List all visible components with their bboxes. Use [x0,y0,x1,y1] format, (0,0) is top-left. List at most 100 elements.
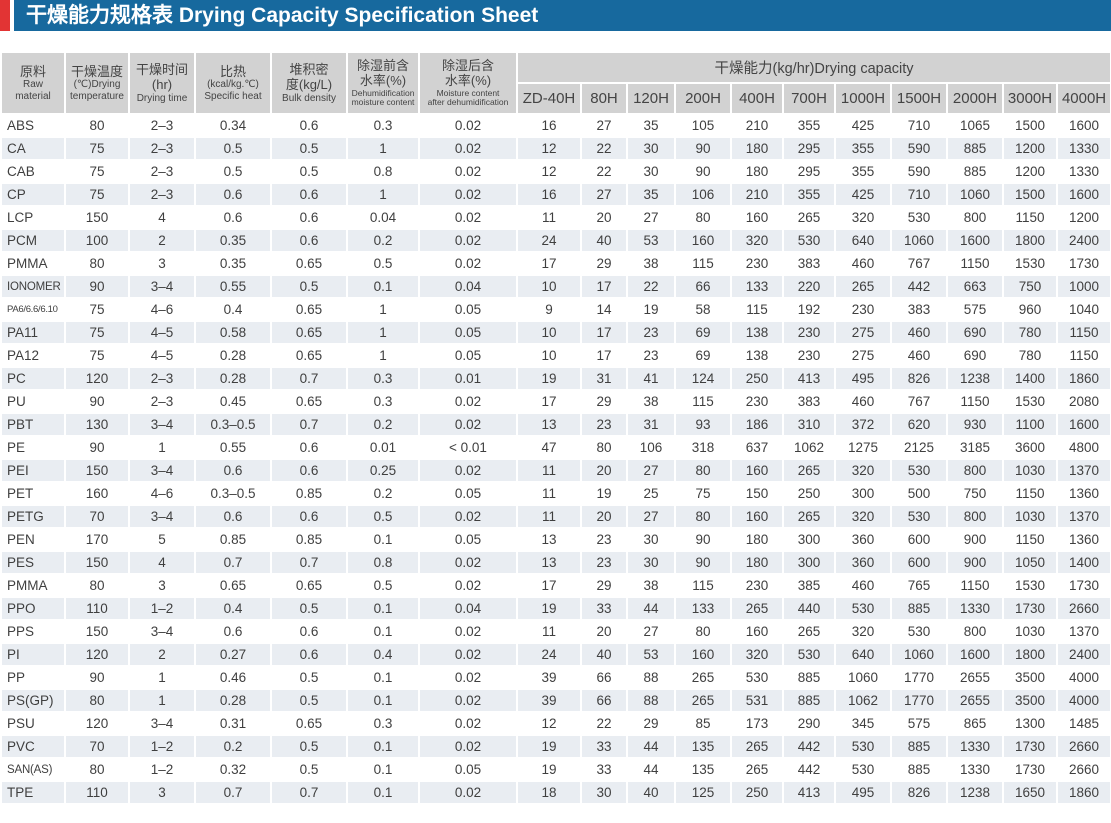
capacity-cell: 1730 [1004,759,1056,780]
capacity-cell: 500 [892,483,946,504]
time-cell: 4–5 [130,345,194,366]
capacity-cell: 275 [836,345,890,366]
time-cell: 2–3 [130,184,194,205]
moisture-before-cell: 0.8 [348,161,418,182]
capacity-cell: 38 [628,575,674,596]
bulk-density-cell: 0.7 [272,414,346,435]
capacity-cell: 44 [628,598,674,619]
capacity-cell: 150 [732,483,782,504]
capacity-cell: 1150 [948,391,1002,412]
capacity-cell: 600 [892,529,946,550]
temp-cell: 70 [66,736,128,757]
capacity-cell: 66 [582,690,626,711]
header-drying-time-zh: 干燥时间 (hr) [135,62,188,93]
capacity-cell: 17 [518,253,580,274]
table-row: PA12 75 4–5 0.28 0.65 1 0.05 10 17 23 69 138 230 275 4… [2,345,1111,366]
material-cell: PBT [2,414,64,435]
capacity-cell: 1530 [1004,575,1056,596]
capacity-cell: 440 [784,598,834,619]
material-cell: PET [2,483,64,504]
specific-heat-cell: 0.6 [196,460,270,481]
temp-cell: 70 [66,506,128,527]
temp-cell: 75 [66,138,128,159]
temp-cell: 80 [66,690,128,711]
moisture-after-cell: 0.02 [420,460,516,481]
table-row: PP 90 1 0.46 0.5 0.1 0.02 39 66 88 265 530 885 1060 17… [2,667,1111,688]
capacity-cell: 20 [582,207,626,228]
temp-cell: 100 [66,230,128,251]
capacity-cell: 295 [784,138,834,159]
header-model-1000h: 1000H [836,84,890,113]
capacity-cell: 230 [732,253,782,274]
capacity-cell: 2125 [892,437,946,458]
material-cell: PE [2,437,64,458]
capacity-cell: 3500 [1004,667,1056,688]
specific-heat-cell: 0.2 [196,736,270,757]
capacity-cell: 690 [948,322,1002,343]
table-row: PE 90 1 0.55 0.6 0.01 < 0.01 47 80 106 318 637 1062 1… [2,437,1111,458]
material-cell: PMMA [2,253,64,274]
capacity-cell: 1050 [1004,552,1056,573]
moisture-after-cell: 0.04 [420,276,516,297]
temp-cell: 170 [66,529,128,550]
capacity-cell: 750 [948,483,1002,504]
capacity-cell: 383 [784,391,834,412]
temp-cell: 120 [66,368,128,389]
specific-heat-cell: 0.32 [196,759,270,780]
capacity-cell: 53 [628,644,674,665]
header-raw-material-en: Raw material [15,79,51,102]
specific-heat-cell: 0.55 [196,276,270,297]
header-moisture-before: 除湿前含 水率(%) Dehumidification moisture con… [348,53,418,113]
capacity-cell: 1770 [892,667,946,688]
material-cell: ABS [2,115,64,136]
capacity-cell: 530 [836,759,890,780]
capacity-cell: 33 [582,759,626,780]
capacity-cell: 1730 [1004,598,1056,619]
capacity-cell: 460 [836,575,890,596]
moisture-before-cell: 0.3 [348,391,418,412]
moisture-before-cell: 0.1 [348,690,418,711]
temp-cell: 90 [66,276,128,297]
capacity-cell: 265 [732,736,782,757]
capacity-cell: 265 [732,759,782,780]
header-model-200h: 200H [676,84,730,113]
specific-heat-cell: 0.58 [196,322,270,343]
temp-cell: 150 [66,621,128,642]
capacity-cell: 320 [836,506,890,527]
capacity-cell: 1000 [1058,276,1111,297]
capacity-cell: 2655 [948,690,1002,711]
moisture-before-cell: 0.1 [348,759,418,780]
moisture-before-cell: 0.04 [348,207,418,228]
capacity-cell: 1370 [1058,506,1111,527]
capacity-cell: 27 [582,184,626,205]
table-row: IONOMER 90 3–4 0.55 0.5 0.1 0.04 10 17 22 66 133 220… [2,276,1111,297]
material-cell: SAN(AS) [2,759,64,780]
capacity-cell: 133 [732,276,782,297]
capacity-cell: 23 [582,529,626,550]
capacity-cell: 690 [948,345,1002,366]
capacity-cell: 265 [784,621,834,642]
capacity-cell: 115 [676,391,730,412]
capacity-cell: 530 [836,598,890,619]
header-moisture-before-zh: 除湿前含 水率(%) [356,58,409,89]
material-cell: PA6/6.6/6.10 [2,299,64,320]
capacity-cell: 25 [628,483,674,504]
capacity-cell: 885 [892,736,946,757]
capacity-cell: 320 [732,230,782,251]
material-cell: PSU [2,713,64,734]
moisture-before-cell: 0.8 [348,552,418,573]
material-cell: CA [2,138,64,159]
time-cell: 3–4 [130,506,194,527]
material-cell: PA12 [2,345,64,366]
capacity-cell: 4000 [1058,667,1111,688]
specific-heat-cell: 0.3–0.5 [196,414,270,435]
header-drying-time-en: Drying time [136,92,188,104]
material-cell: PMMA [2,575,64,596]
moisture-before-cell: 1 [348,345,418,366]
capacity-cell: 900 [948,552,1002,573]
header-drying-temperature-zh: 干燥温度 [70,64,123,80]
capacity-cell: 1150 [948,253,1002,274]
capacity-cell: 1330 [948,736,1002,757]
capacity-cell: 710 [892,184,946,205]
capacity-cell: 39 [518,690,580,711]
